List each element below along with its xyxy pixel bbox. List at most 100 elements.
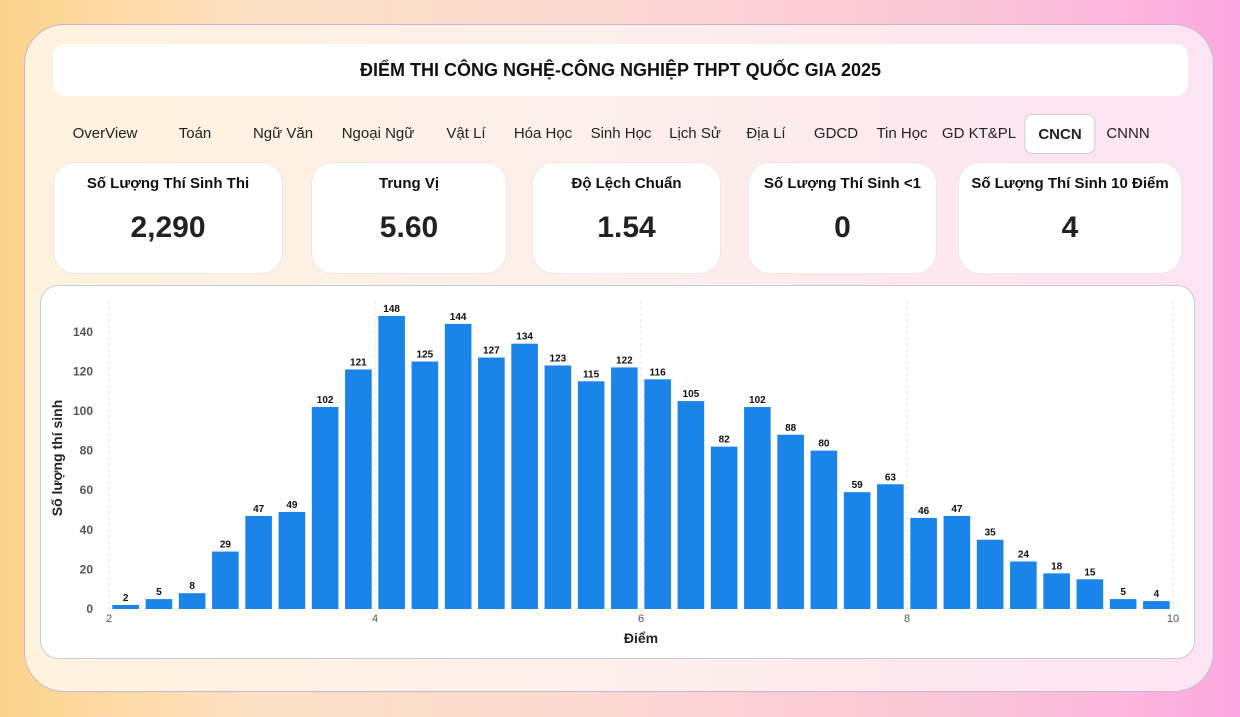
bar-value-label: 115 xyxy=(583,369,600,380)
bar xyxy=(843,492,871,609)
bar-value-label: 4 xyxy=(1154,589,1160,600)
stat-card-count-below-1: Số Lượng Thí Sinh <1 0 xyxy=(748,162,937,274)
bar xyxy=(877,484,904,609)
tab-gdcd[interactable]: GDCD xyxy=(813,125,859,142)
bar-value-label: 134 xyxy=(516,332,533,343)
tab-cnnn[interactable]: CNNN xyxy=(1106,125,1150,142)
bar xyxy=(511,343,538,609)
bar xyxy=(777,434,804,609)
bar xyxy=(611,367,638,609)
bar xyxy=(245,515,272,609)
stat-card-value: 1.54 xyxy=(597,211,656,244)
tab-ng-v-n[interactable]: Ngữ Văn xyxy=(252,125,314,142)
page-title: ĐIỂM THI CÔNG NGHỆ-CÔNG NGHIỆP THPT QUỐC… xyxy=(53,44,1188,96)
bar-value-label: 82 xyxy=(719,435,731,446)
tab-tin-h-c[interactable]: Tin Học xyxy=(876,125,928,142)
bar-value-label: 88 xyxy=(785,423,797,434)
x-axis-title: Điểm xyxy=(624,630,658,646)
x-axis: 2 4 6 8 10 xyxy=(106,613,1179,625)
stat-card-total-candidates: Số Lượng Thí Sinh Thi 2,290 xyxy=(53,162,283,274)
bars xyxy=(112,315,1170,609)
stat-card-label: Trung Vị xyxy=(379,175,439,192)
x-tick-label: 4 xyxy=(372,613,378,625)
bar xyxy=(1010,561,1037,609)
bar-value-label: 102 xyxy=(749,395,766,406)
bar-value-label: 123 xyxy=(550,353,567,364)
data-labels: 2 5 8 29 47 49 102 121 148 125 144 127 134 123 115 122 1… xyxy=(123,304,1160,604)
bar-value-label: 46 xyxy=(918,506,930,517)
bar-value-label: 63 xyxy=(885,472,897,483)
bar-value-label: 24 xyxy=(1018,549,1030,560)
stat-card-std-deviation: Độ Lệch Chuẩn 1.54 xyxy=(532,162,721,274)
tab-cncn[interactable]: CNCN xyxy=(1024,114,1096,154)
bar-value-label: 125 xyxy=(417,350,434,361)
stat-card-count-score-10: Số Lượng Thí Sinh 10 Điểm 4 xyxy=(958,162,1182,274)
stat-card-median: Trung Vị 5.60 xyxy=(311,162,507,274)
bar-value-label: 35 xyxy=(985,528,997,539)
bar-value-label: 15 xyxy=(1084,567,1096,578)
bar xyxy=(345,369,372,609)
bar xyxy=(943,515,971,609)
subject-tabs: OverView Toán Ngữ Văn Ngoại Ngữ Vật Lí Hóa Họ… xyxy=(62,114,1172,154)
bar xyxy=(378,315,405,609)
bar-value-label: 8 xyxy=(189,581,195,592)
bar xyxy=(411,361,439,609)
bar-value-label: 59 xyxy=(852,480,864,491)
bar xyxy=(810,450,838,609)
bar-value-label: 121 xyxy=(350,357,367,368)
tab--a-l-[interactable]: Địa Lí xyxy=(746,125,786,142)
tab-ngo-i-ng-[interactable]: Ngoại Ngữ xyxy=(341,125,415,142)
bar-value-label: 47 xyxy=(951,504,963,515)
bar-value-label: 127 xyxy=(483,346,500,357)
bar-value-label: 47 xyxy=(253,504,265,515)
tab-l-ch-s-[interactable]: Lịch Sử xyxy=(669,125,721,142)
y-tick-label: 20 xyxy=(80,562,94,576)
bar-value-label: 80 xyxy=(818,439,830,450)
stat-card-value: 4 xyxy=(1061,211,1079,244)
bar xyxy=(544,365,572,609)
tab-overview[interactable]: OverView xyxy=(72,125,138,142)
tab-gd-kt-pl[interactable]: GD KT&PL xyxy=(941,125,1017,142)
bar-value-label: 148 xyxy=(383,304,400,315)
bar-value-label: 5 xyxy=(1120,587,1126,598)
tab-to-n[interactable]: Toán xyxy=(178,125,212,142)
x-tick-label: 10 xyxy=(1167,613,1179,625)
bar xyxy=(478,357,505,609)
y-tick-label: 120 xyxy=(73,364,93,378)
y-tick-label: 140 xyxy=(73,325,93,339)
x-tick-label: 2 xyxy=(106,613,112,625)
y-axis-title: Số lượng thí sinh xyxy=(49,400,65,517)
bar-value-label: 49 xyxy=(286,500,298,511)
x-tick-label: 6 xyxy=(638,613,644,625)
bar xyxy=(178,593,206,609)
bar-value-label: 144 xyxy=(450,312,467,323)
bar xyxy=(677,401,705,609)
bar xyxy=(1076,579,1104,609)
x-tick-label: 8 xyxy=(904,613,910,625)
stat-card-label: Số Lượng Thí Sinh <1 xyxy=(764,175,921,192)
bar-value-label: 29 xyxy=(220,540,232,551)
stat-card-label: Độ Lệch Chuẩn xyxy=(571,175,682,192)
bar xyxy=(212,551,239,609)
bar xyxy=(976,539,1004,609)
bar xyxy=(710,446,738,609)
stat-card-value: 5.60 xyxy=(379,211,439,244)
bar-value-label: 5 xyxy=(156,587,162,598)
bar-value-label: 105 xyxy=(683,389,700,400)
stat-card-label: Số Lượng Thí Sinh Thi xyxy=(86,175,250,192)
tab-sinh-h-c[interactable]: Sinh Học xyxy=(590,125,652,142)
bar-value-label: 116 xyxy=(650,367,667,378)
bar xyxy=(1143,601,1170,609)
bar xyxy=(744,407,771,609)
y-axis: 0 20 40 60 80 100 120 140 xyxy=(73,325,93,616)
y-tick-label: 60 xyxy=(80,483,94,497)
bar-value-label: 122 xyxy=(616,355,633,366)
bar xyxy=(577,381,605,609)
tab-v-t-l-[interactable]: Vật Lí xyxy=(446,125,486,142)
tab-h-a-h-c[interactable]: Hóa Học xyxy=(513,125,573,142)
bar xyxy=(311,407,339,609)
bar xyxy=(112,605,139,609)
bar-value-label: 18 xyxy=(1051,561,1063,572)
y-tick-label: 80 xyxy=(80,444,94,458)
